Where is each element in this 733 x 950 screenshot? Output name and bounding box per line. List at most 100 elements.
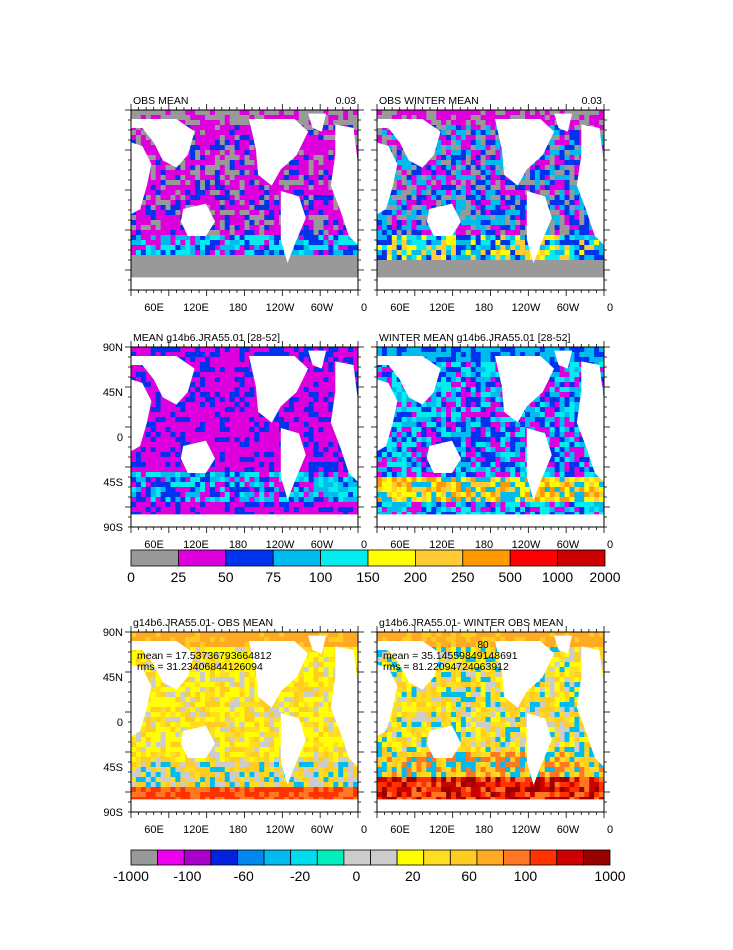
map-cell (220, 477, 225, 483)
map-cell (565, 165, 570, 171)
map-cell (146, 200, 151, 206)
map-cell (161, 437, 166, 443)
map-cell (289, 175, 294, 181)
map-cell (264, 255, 269, 261)
map-cell (170, 487, 175, 493)
map-cell (249, 245, 254, 251)
map-cell (205, 417, 210, 423)
map-cell (550, 225, 555, 231)
map-cell (565, 160, 570, 166)
map-cell (254, 487, 259, 493)
map-cell (245, 210, 250, 216)
map-cell (294, 482, 299, 488)
map-cell (274, 462, 279, 468)
map-cell (259, 427, 264, 433)
map-cell (491, 185, 496, 191)
map-cell (249, 160, 254, 166)
map-cell (240, 437, 245, 443)
map-cell (495, 165, 500, 171)
map-cell (319, 160, 324, 166)
map-cell (314, 427, 319, 433)
map-cell (200, 477, 205, 483)
map-cell (146, 442, 151, 448)
map-cell (314, 175, 319, 181)
map-cell (170, 462, 175, 468)
map-cell (161, 502, 166, 508)
map-cell (161, 442, 166, 448)
map-cell (131, 225, 136, 231)
map-cell (505, 245, 510, 251)
map-cell (574, 205, 579, 211)
map-cell (510, 230, 515, 236)
map-cell (225, 357, 230, 363)
map-cell (200, 180, 205, 186)
map-cell (136, 492, 141, 498)
map-cell (235, 245, 240, 251)
map-cell (426, 245, 431, 251)
map-cell (309, 397, 314, 403)
map-cell (323, 170, 328, 176)
map-cell (309, 487, 314, 493)
map-cell (476, 170, 481, 176)
map-cell (254, 200, 259, 206)
map-cell (560, 220, 565, 226)
map-cell (515, 255, 520, 261)
map-cell (387, 230, 392, 236)
map-cell (220, 482, 225, 488)
map-cell (486, 270, 491, 276)
map-cell (510, 200, 515, 206)
map-cell (471, 205, 476, 211)
map-cell (269, 210, 274, 216)
map-cell (338, 235, 343, 241)
map-cell (328, 110, 333, 116)
map-cell (294, 175, 299, 181)
map-cell (397, 190, 402, 196)
map-cell (476, 150, 481, 156)
map-cell (205, 387, 210, 393)
map-cell (314, 387, 319, 393)
map-cell (220, 382, 225, 388)
map-cell (486, 140, 491, 146)
map-cell (495, 205, 500, 211)
map-cell (520, 110, 525, 116)
map-cell (240, 407, 245, 413)
map-cell (515, 240, 520, 246)
map-cell (491, 180, 496, 186)
map-cell (210, 372, 215, 378)
map-cell (235, 125, 240, 131)
map-cell (319, 412, 324, 418)
map-cell (486, 175, 491, 181)
map-cell (446, 255, 451, 261)
map-cell (220, 437, 225, 443)
map-cell (319, 155, 324, 161)
map-cell (323, 255, 328, 261)
map-cell (333, 220, 338, 226)
map-cell (446, 115, 451, 121)
map-cell (245, 170, 250, 176)
map-cell (230, 265, 235, 271)
map-cell (505, 110, 510, 116)
map-cell (392, 225, 397, 231)
map-cell (550, 110, 555, 116)
map-cell (323, 362, 328, 368)
map-cell (466, 180, 471, 186)
map-cell (328, 160, 333, 166)
map-cell (319, 382, 324, 388)
map-cell (131, 482, 136, 488)
map-cell (269, 497, 274, 503)
map-cell (304, 150, 309, 156)
map-cell (323, 200, 328, 206)
map-cell (235, 402, 240, 408)
map-cell (304, 180, 309, 186)
map-cell (456, 130, 461, 136)
map-cell (166, 482, 171, 488)
map-cell (565, 260, 570, 266)
map-cell (569, 185, 574, 191)
map-cell (131, 487, 136, 493)
map-cell (146, 255, 151, 261)
map-cell (579, 255, 584, 261)
map-cell (421, 210, 426, 216)
map-cell (131, 240, 136, 246)
map-cell (569, 165, 574, 171)
map-cell (333, 477, 338, 483)
